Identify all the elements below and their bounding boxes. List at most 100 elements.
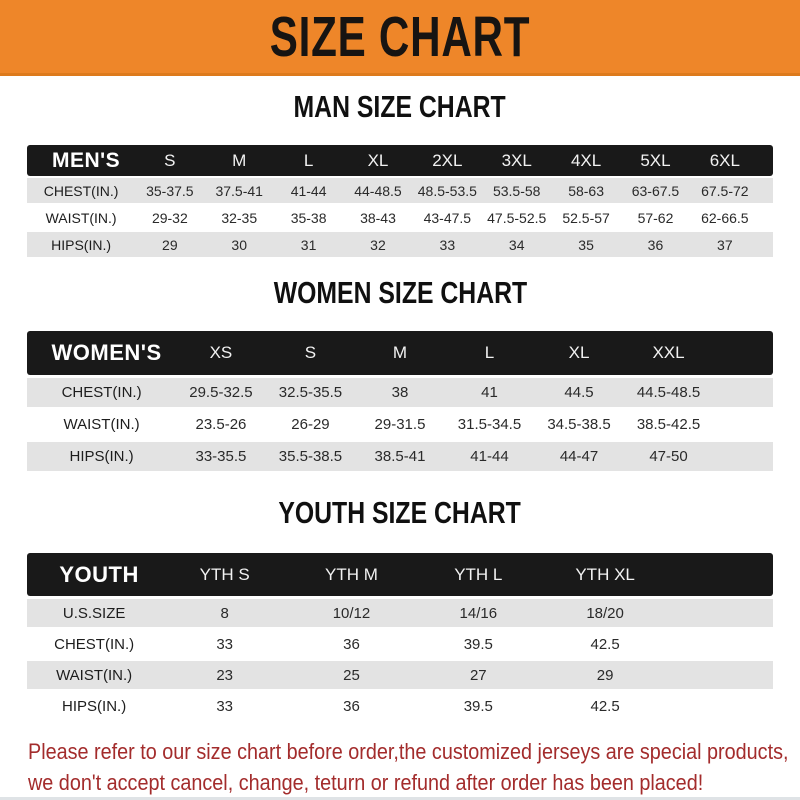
table-row: HIPS(IN.) 33-35.5 35.5-38.5 38.5-41 41-44 44-… bbox=[27, 442, 773, 471]
data-cell: 53.5-58 bbox=[492, 182, 541, 199]
data-cell: 35 bbox=[578, 236, 594, 253]
data-cell: 29-31.5 bbox=[374, 416, 426, 433]
data-cell: 23 bbox=[216, 666, 234, 684]
data-cell: 33 bbox=[439, 236, 456, 253]
data-cell: 38-43 bbox=[360, 209, 396, 226]
youth-section-heading: YOUTH SIZE CHART bbox=[27, 471, 773, 553]
data-cell: 58-63 bbox=[568, 182, 604, 199]
data-cell: 63-67.5 bbox=[631, 182, 680, 199]
data-cell: 32-35 bbox=[221, 209, 258, 226]
data-cell: 30 bbox=[231, 236, 247, 253]
column-header: XS bbox=[209, 343, 233, 362]
data-cell: 32 bbox=[370, 236, 386, 253]
row-label: WAIST(IN.) bbox=[45, 209, 117, 226]
youth-heading-text: YOUTH SIZE CHART bbox=[278, 495, 522, 530]
table-row: HIPS(IN.) 29 30 31 32 33 34 35 36 37 bbox=[27, 232, 773, 257]
column-header: YTH S bbox=[199, 564, 250, 584]
data-cell: 29.5-32.5 bbox=[189, 384, 253, 401]
content: MAN SIZE CHART MEN'S S M L XL 2XL 3XL 4XL 5XL 6XL… bbox=[27, 76, 773, 720]
row-spacer bbox=[713, 442, 773, 471]
men-table-header-bar: MEN'S S M L XL 2XL 3XL 4XL 5XL 6XL bbox=[27, 145, 773, 176]
data-cell: 48.5-53.5 bbox=[417, 182, 477, 199]
footer-line-1: Please refer to our size chart before or… bbox=[28, 739, 789, 764]
data-cell: 35-38 bbox=[290, 209, 327, 226]
table-row: CHEST(IN.) 35-37.5 37.5-41 41-44 44-48.5 48.5… bbox=[27, 178, 773, 203]
data-cell: 44-47 bbox=[559, 448, 599, 465]
row-spacer bbox=[669, 630, 773, 658]
row-label: HIPS(IN.) bbox=[69, 448, 134, 465]
row-label: WAIST(IN.) bbox=[63, 416, 140, 433]
data-cell: 38 bbox=[391, 384, 409, 401]
men-section-heading: MAN SIZE CHART bbox=[27, 76, 773, 145]
data-cell: 27 bbox=[469, 666, 487, 684]
men-size-table: MEN'S S M L XL 2XL 3XL 4XL 5XL 6XL CHEST(IN.) 35-37… bbox=[27, 145, 773, 257]
youth-table-header-bar: YOUTH YTH S YTH M YTH L YTH XL bbox=[27, 553, 773, 596]
women-heading-text: WOMEN SIZE CHART bbox=[273, 275, 527, 310]
data-cell: 42.5 bbox=[590, 697, 620, 715]
bottom-edge-strip bbox=[0, 797, 800, 800]
women-size-table: WOMEN'S XS S M L XL XXL CHEST(IN.) 29.5-32.5 32.5… bbox=[27, 331, 773, 471]
column-header: 5XL bbox=[640, 150, 671, 170]
header-spacer bbox=[760, 145, 773, 176]
data-cell: 67.5-72 bbox=[701, 182, 749, 199]
row-spacer bbox=[760, 232, 773, 257]
data-cell: 44-48.5 bbox=[354, 182, 402, 199]
data-cell: 10/12 bbox=[332, 604, 371, 622]
data-cell: 18/20 bbox=[586, 604, 624, 622]
youth-size-table: YOUTH YTH S YTH M YTH L YTH XL U.S.SIZE 8 10/12… bbox=[27, 553, 773, 720]
men-heading-text: MAN SIZE CHART bbox=[293, 89, 507, 124]
row-label: HIPS(IN.) bbox=[62, 697, 127, 715]
column-header: S bbox=[164, 150, 176, 170]
data-cell: 31 bbox=[300, 236, 317, 253]
data-cell: 37 bbox=[717, 236, 733, 253]
data-cell: 36 bbox=[343, 697, 360, 715]
section-women: WOMEN SIZE CHART WOMEN'S XS S M L XL XXL CHEST(… bbox=[27, 257, 773, 471]
data-cell: 52.5-57 bbox=[562, 209, 610, 226]
column-header: 2XL bbox=[432, 150, 463, 170]
data-cell: 31.5-34.5 bbox=[457, 416, 522, 433]
section-men: MAN SIZE CHART MEN'S S M L XL 2XL 3XL 4XL 5XL 6XL… bbox=[27, 76, 773, 257]
footer-note: Please refer to our size chart before or… bbox=[28, 736, 800, 798]
women-section-heading: WOMEN SIZE CHART bbox=[27, 257, 773, 331]
row-spacer bbox=[713, 378, 773, 407]
row-spacer bbox=[669, 661, 773, 689]
data-cell: 33 bbox=[216, 635, 234, 653]
row-label: U.S.SIZE bbox=[62, 604, 126, 622]
header-spacer bbox=[713, 331, 773, 375]
data-cell: 29-32 bbox=[151, 209, 188, 226]
row-label: CHEST(IN.) bbox=[43, 182, 119, 199]
table-row: WAIST(IN.) 29-32 32-35 35-38 38-43 43-47.5 47.… bbox=[27, 205, 773, 230]
row-label: WAIST(IN.) bbox=[56, 666, 133, 684]
column-header: 4XL bbox=[570, 150, 602, 170]
data-cell: 8 bbox=[220, 604, 229, 622]
data-cell: 32.5-35.5 bbox=[278, 384, 343, 401]
data-cell: 14/16 bbox=[459, 604, 498, 622]
column-header: M bbox=[392, 343, 408, 362]
data-cell: 39.5 bbox=[463, 635, 493, 653]
data-cell: 37.5-41 bbox=[215, 182, 263, 199]
data-cell: 38.5-41 bbox=[374, 448, 426, 465]
data-cell: 29 bbox=[596, 666, 614, 684]
data-cell: 47.5-52.5 bbox=[487, 209, 547, 226]
row-spacer bbox=[760, 205, 773, 230]
row-spacer bbox=[713, 410, 773, 439]
data-cell: 35-37.5 bbox=[146, 182, 194, 199]
data-cell: 25 bbox=[343, 666, 360, 684]
column-header: L bbox=[303, 150, 314, 170]
column-header: YTH M bbox=[325, 564, 378, 584]
column-header: L bbox=[484, 343, 495, 362]
data-cell: 36 bbox=[343, 635, 360, 653]
data-cell: 39.5 bbox=[463, 697, 493, 715]
table-row: WAIST(IN.) 23.5-26 26-29 29-31.5 31.5-34.5 34… bbox=[27, 410, 773, 439]
data-cell: 57-62 bbox=[637, 209, 674, 226]
data-cell: 41-44 bbox=[290, 182, 327, 199]
table-row: HIPS(IN.) 33 36 39.5 42.5 bbox=[27, 692, 773, 720]
row-spacer bbox=[669, 692, 773, 720]
data-cell: 43-47.5 bbox=[423, 209, 472, 226]
row-label: CHEST(IN.) bbox=[61, 384, 142, 401]
data-cell: 41 bbox=[481, 384, 498, 401]
data-cell: 44.5-48.5 bbox=[636, 384, 701, 401]
men-table-label: MEN'S bbox=[51, 148, 121, 172]
column-header: S bbox=[304, 343, 317, 362]
data-cell: 34.5-38.5 bbox=[547, 416, 611, 433]
